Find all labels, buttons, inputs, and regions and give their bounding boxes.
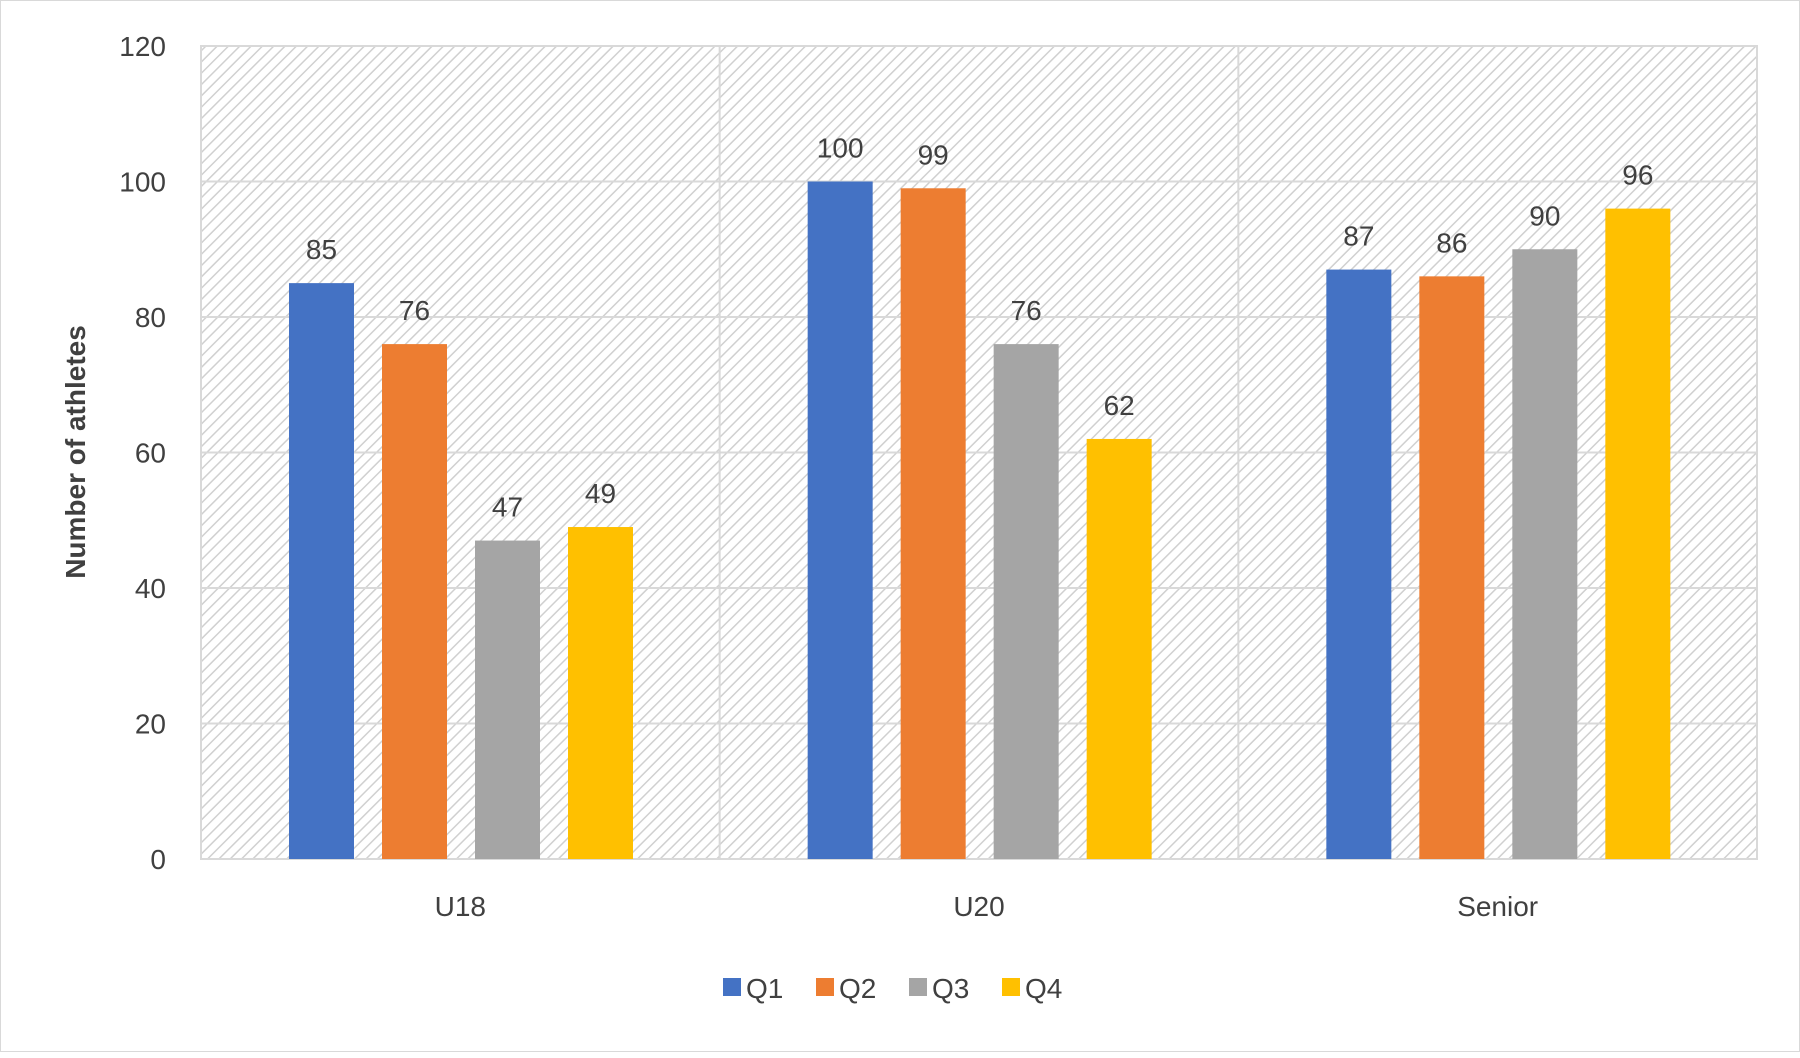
data-label: 49 bbox=[585, 478, 616, 509]
x-tick-label: Senior bbox=[1457, 891, 1538, 922]
bar-q1-u20 bbox=[807, 181, 873, 859]
data-label: 47 bbox=[492, 492, 523, 523]
y-tick-label: 120 bbox=[119, 31, 166, 62]
y-tick-label: 40 bbox=[135, 573, 166, 604]
y-tick-label: 100 bbox=[119, 167, 166, 198]
bar-q2-u18 bbox=[382, 344, 447, 860]
data-label: 87 bbox=[1343, 221, 1374, 252]
bar-q3-u18 bbox=[475, 540, 540, 859]
bar-q2-senior bbox=[1419, 276, 1485, 860]
data-label: 62 bbox=[1104, 390, 1135, 421]
x-tick-label: U20 bbox=[953, 891, 1004, 922]
bar-q1-senior bbox=[1326, 269, 1392, 859]
y-tick-label: 60 bbox=[135, 438, 166, 469]
legend-label-q1: Q1 bbox=[746, 973, 783, 1004]
bar-q3-senior bbox=[1512, 249, 1578, 859]
legend-swatch-q2 bbox=[816, 978, 834, 996]
legend-label-q3: Q3 bbox=[932, 973, 969, 1004]
bar-q4-u18 bbox=[568, 527, 633, 859]
legend-swatch-q1 bbox=[723, 978, 741, 996]
legend-label-q2: Q2 bbox=[839, 973, 876, 1004]
y-tick-label: 0 bbox=[150, 844, 166, 875]
data-label: 99 bbox=[918, 139, 949, 170]
data-label: 86 bbox=[1436, 227, 1467, 258]
data-label: 85 bbox=[306, 234, 337, 265]
y-tick-label: 80 bbox=[135, 302, 166, 333]
legend-swatch-q4 bbox=[1002, 978, 1020, 996]
bar-q4-senior bbox=[1605, 208, 1671, 860]
data-label: 100 bbox=[817, 133, 864, 164]
data-label: 76 bbox=[1011, 295, 1042, 326]
y-tick-label: 20 bbox=[135, 709, 166, 740]
bar-q1-u18 bbox=[289, 283, 354, 859]
bar-q3-u20 bbox=[993, 344, 1059, 860]
data-label: 90 bbox=[1529, 200, 1560, 231]
x-tick-label: U18 bbox=[435, 891, 486, 922]
legend-label-q4: Q4 bbox=[1025, 973, 1062, 1004]
y-axis-label: Number of athletes bbox=[60, 325, 91, 579]
bar-q4-u20 bbox=[1086, 438, 1152, 859]
data-label: 96 bbox=[1622, 160, 1653, 191]
bar-q2-u20 bbox=[900, 188, 966, 859]
legend-swatch-q3 bbox=[909, 978, 927, 996]
data-label: 76 bbox=[399, 295, 430, 326]
